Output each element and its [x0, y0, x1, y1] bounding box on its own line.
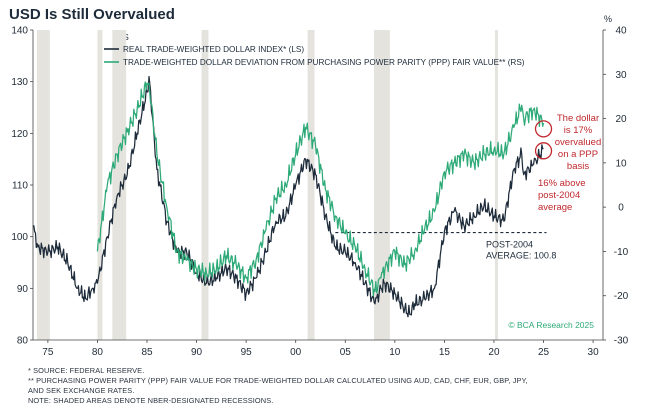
left-tick-label: 100 [11, 232, 28, 243]
footnote-ppp-cont: AND SEK EXCHANGE RATES. [28, 386, 135, 395]
x-tick-label: 25 [538, 347, 550, 358]
recession-band [36, 30, 50, 340]
annotation-circle-average [534, 142, 553, 160]
right-tick-label: -20 [614, 291, 629, 302]
recession-band [201, 30, 209, 340]
right-axis-unit: % [604, 14, 612, 24]
x-tick-label: 80 [92, 347, 104, 358]
legend: REAL TRADE-WEIGHTED DOLLAR INDEX* (LS) TR… [104, 45, 525, 67]
annotation-ppp-text: overvalued [555, 137, 601, 148]
left-tick-label: 130 [11, 77, 28, 88]
x-tick-label: 75 [42, 347, 54, 358]
right-tick-label: 10 [615, 158, 627, 169]
x-tick-label: 90 [191, 347, 203, 358]
recession-band [112, 30, 127, 340]
x-tick-label: 10 [389, 347, 401, 358]
annotation-ppp-text: on a PPP [558, 149, 598, 160]
recession-band [307, 30, 315, 340]
x-tick-label: 85 [141, 347, 153, 358]
annotation-circle-ppp [534, 120, 553, 138]
x-tick-label: 05 [340, 347, 352, 358]
reference-label-line2: AVERAGE: 100.8 [486, 251, 556, 261]
recession-shading-group [36, 30, 498, 340]
left-tick-label: 90 [17, 284, 29, 295]
recession-band [494, 30, 498, 340]
x-tick-label: 95 [241, 347, 253, 358]
axes-group: 80 90 100 110 120 130 140 -30 -20 -10 0 10 20 30 40 75 8… [11, 26, 628, 359]
reference-label-line1: POST-2004 [486, 240, 533, 250]
recession-band [374, 30, 390, 340]
x-tick-label: 00 [290, 347, 302, 358]
legend-label: REAL TRADE-WEIGHTED DOLLAR INDEX* (LS) [123, 45, 304, 54]
right-tick-label: 20 [615, 114, 627, 125]
left-tick-label: 120 [11, 129, 28, 140]
series-line-2 [96, 81, 545, 297]
footnote-ppp: ** PURCHASING POWER PARITY (PPP) FAIR VA… [28, 376, 528, 385]
chart-title: USD Is Still Overvalued [9, 6, 175, 23]
annotation-ppp-text: The dollar [557, 113, 599, 124]
annotation-ppp-text: basis [567, 161, 589, 172]
right-tick-label: 40 [615, 26, 627, 37]
right-tick-label: -30 [614, 336, 629, 347]
footnote-source: * SOURCE: FEDERAL RESERVE. [28, 366, 145, 375]
right-tick-label: 30 [615, 70, 627, 81]
annotation-ppp-text: is 17% [564, 125, 593, 136]
left-tick-label: 80 [17, 336, 29, 347]
watermark-text: © BCA Research 2025 [508, 320, 594, 330]
footnote-note: NOTE: SHADED AREAS DENOTE NBER-DESIGNATE… [28, 396, 274, 405]
x-tick-label: 20 [488, 347, 500, 358]
series-group [32, 75, 545, 318]
right-tick-label: 0 [618, 203, 624, 214]
legend-label: TRADE-WEIGHTED DOLLAR DEVIATION FROM PUR… [123, 58, 525, 67]
x-tick-label: 30 [588, 347, 600, 358]
annotation-average-text: post-2004 [538, 190, 580, 201]
left-tick-label: 110 [12, 181, 28, 192]
x-tick-label: 15 [439, 347, 451, 358]
series-line-1 [32, 75, 544, 318]
left-tick-label: 140 [11, 26, 28, 37]
annotation-average-text: 16% above [538, 178, 586, 189]
recession-band [97, 30, 103, 340]
annotation-average-text: average [538, 202, 572, 213]
right-tick-label: -10 [614, 247, 629, 258]
